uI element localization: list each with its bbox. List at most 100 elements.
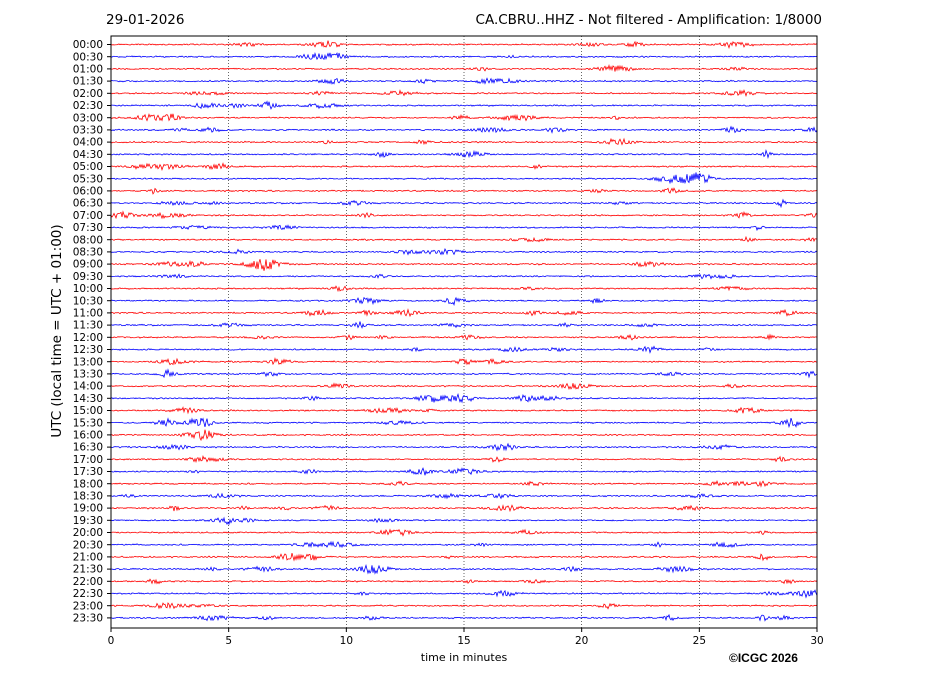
y-tick-label: 05:30 — [73, 173, 103, 185]
y-tick-label: 12:00 — [73, 332, 103, 344]
y-tick-label: 15:00 — [73, 405, 103, 417]
y-tick-label: 10:30 — [73, 295, 103, 307]
chart-date: 29-01-2026 — [106, 12, 185, 28]
x-axis: 0 5 10 15 20 25 30 — [108, 628, 824, 647]
trace-1930 — [110, 516, 818, 526]
y-tick-label: 09:00 — [73, 259, 103, 271]
trace-0930 — [110, 273, 818, 280]
trace-1130 — [110, 321, 818, 329]
copyright-text: ©ICGC 2026 — [729, 651, 798, 665]
y-tick-label: 16:00 — [73, 430, 103, 442]
y-tick-label: 17:30 — [73, 466, 103, 478]
trace-0730 — [110, 224, 818, 232]
trace-0200 — [110, 89, 818, 97]
y-tick-label: 12:30 — [73, 344, 103, 356]
y-tick-label: 15:30 — [73, 417, 103, 429]
y-tick-label: 14:00 — [73, 381, 103, 393]
trace-0600 — [110, 187, 818, 195]
y-axis-label: UTC (local time = UTC + 01:00) — [49, 224, 65, 438]
trace-1230 — [110, 345, 818, 354]
x-tick-label: 10 — [340, 635, 353, 647]
trace-1630 — [110, 442, 818, 452]
trace-1830 — [110, 492, 818, 500]
x-tick-label: 5 — [225, 635, 232, 647]
trace-1600 — [110, 429, 818, 442]
x-tick-label: 0 — [108, 635, 115, 647]
y-tick-label: 22:00 — [73, 576, 103, 588]
trace-0500 — [110, 162, 818, 171]
y-tick-label: 02:30 — [73, 100, 103, 112]
trace-1500 — [110, 406, 818, 415]
y-tick-label: 07:00 — [73, 210, 103, 222]
y-tick-label: 23:00 — [73, 600, 103, 612]
trace-0430 — [110, 149, 818, 159]
grid-lines — [228, 36, 700, 628]
y-tick-label: 20:30 — [73, 539, 103, 551]
y-tick-label: 00:30 — [73, 51, 103, 63]
y-tick-label: 11:30 — [73, 320, 103, 332]
y-tick-label: 21:00 — [73, 552, 103, 564]
y-tick-label: 13:00 — [73, 356, 103, 368]
y-tick-label: 09:30 — [73, 271, 103, 283]
trace-2030 — [110, 540, 818, 549]
trace-1300 — [110, 357, 818, 366]
traces — [110, 40, 818, 622]
trace-0900 — [110, 259, 818, 271]
trace-1030 — [110, 296, 818, 306]
y-tick-label: 10:00 — [73, 283, 103, 295]
y-tick-label: 01:00 — [73, 64, 103, 76]
x-tick-label: 20 — [575, 635, 588, 647]
y-tick-label: 16:30 — [73, 442, 103, 454]
y-tick-label: 07:30 — [73, 222, 103, 234]
trace-0800 — [110, 235, 818, 243]
y-tick-label: 02:00 — [73, 88, 103, 100]
trace-2300 — [110, 602, 818, 610]
trace-2100 — [110, 553, 818, 562]
trace-0130 — [110, 77, 818, 85]
y-tick-label: 22:30 — [73, 588, 103, 600]
y-tick-label: 08:00 — [73, 234, 103, 246]
trace-0700 — [110, 210, 818, 220]
y-tick-label: 18:00 — [73, 478, 103, 490]
trace-0830 — [110, 247, 818, 256]
plot-frame — [110, 35, 818, 629]
trace-2200 — [110, 578, 818, 585]
y-tick-label: 20:00 — [73, 527, 103, 539]
trace-0330 — [110, 125, 818, 134]
y-tick-label: 04:30 — [73, 149, 103, 161]
y-tick-label: 14:30 — [73, 393, 103, 405]
y-axis: 00:0000:3001:0001:3002:0002:3003:0003:30… — [73, 39, 111, 625]
trace-1330 — [110, 368, 818, 379]
trace-0400 — [110, 137, 818, 146]
trace-1700 — [110, 454, 818, 464]
y-tick-label: 13:30 — [73, 369, 103, 381]
trace-1430 — [110, 392, 818, 404]
trace-0300 — [110, 113, 818, 122]
y-tick-label: 00:00 — [73, 39, 103, 51]
trace-2130 — [110, 563, 818, 575]
trace-2000 — [110, 528, 818, 537]
y-tick-label: 19:30 — [73, 515, 103, 527]
trace-0000 — [110, 40, 818, 49]
y-tick-label: 06:30 — [73, 198, 103, 210]
trace-2330 — [110, 613, 818, 622]
y-tick-label: 19:00 — [73, 503, 103, 515]
x-axis-label: time in minutes — [420, 651, 508, 664]
x-tick-label: 30 — [810, 635, 823, 647]
trace-0030 — [110, 51, 818, 61]
y-tick-label: 11:00 — [73, 308, 103, 320]
y-tick-label: 01:30 — [73, 76, 103, 88]
x-tick-label: 15 — [457, 635, 470, 647]
chart-title: CA.CBRU..HHZ - Not filtered - Amplificat… — [475, 12, 822, 28]
trace-1400 — [110, 382, 818, 391]
y-tick-label: 23:30 — [73, 613, 103, 625]
y-tick-label: 17:00 — [73, 454, 103, 466]
trace-1530 — [110, 417, 818, 429]
trace-1730 — [110, 467, 818, 476]
trace-2230 — [110, 589, 818, 599]
trace-1100 — [110, 308, 818, 318]
trace-0230 — [110, 100, 818, 110]
y-tick-label: 03:30 — [73, 125, 103, 137]
trace-1000 — [110, 285, 818, 293]
